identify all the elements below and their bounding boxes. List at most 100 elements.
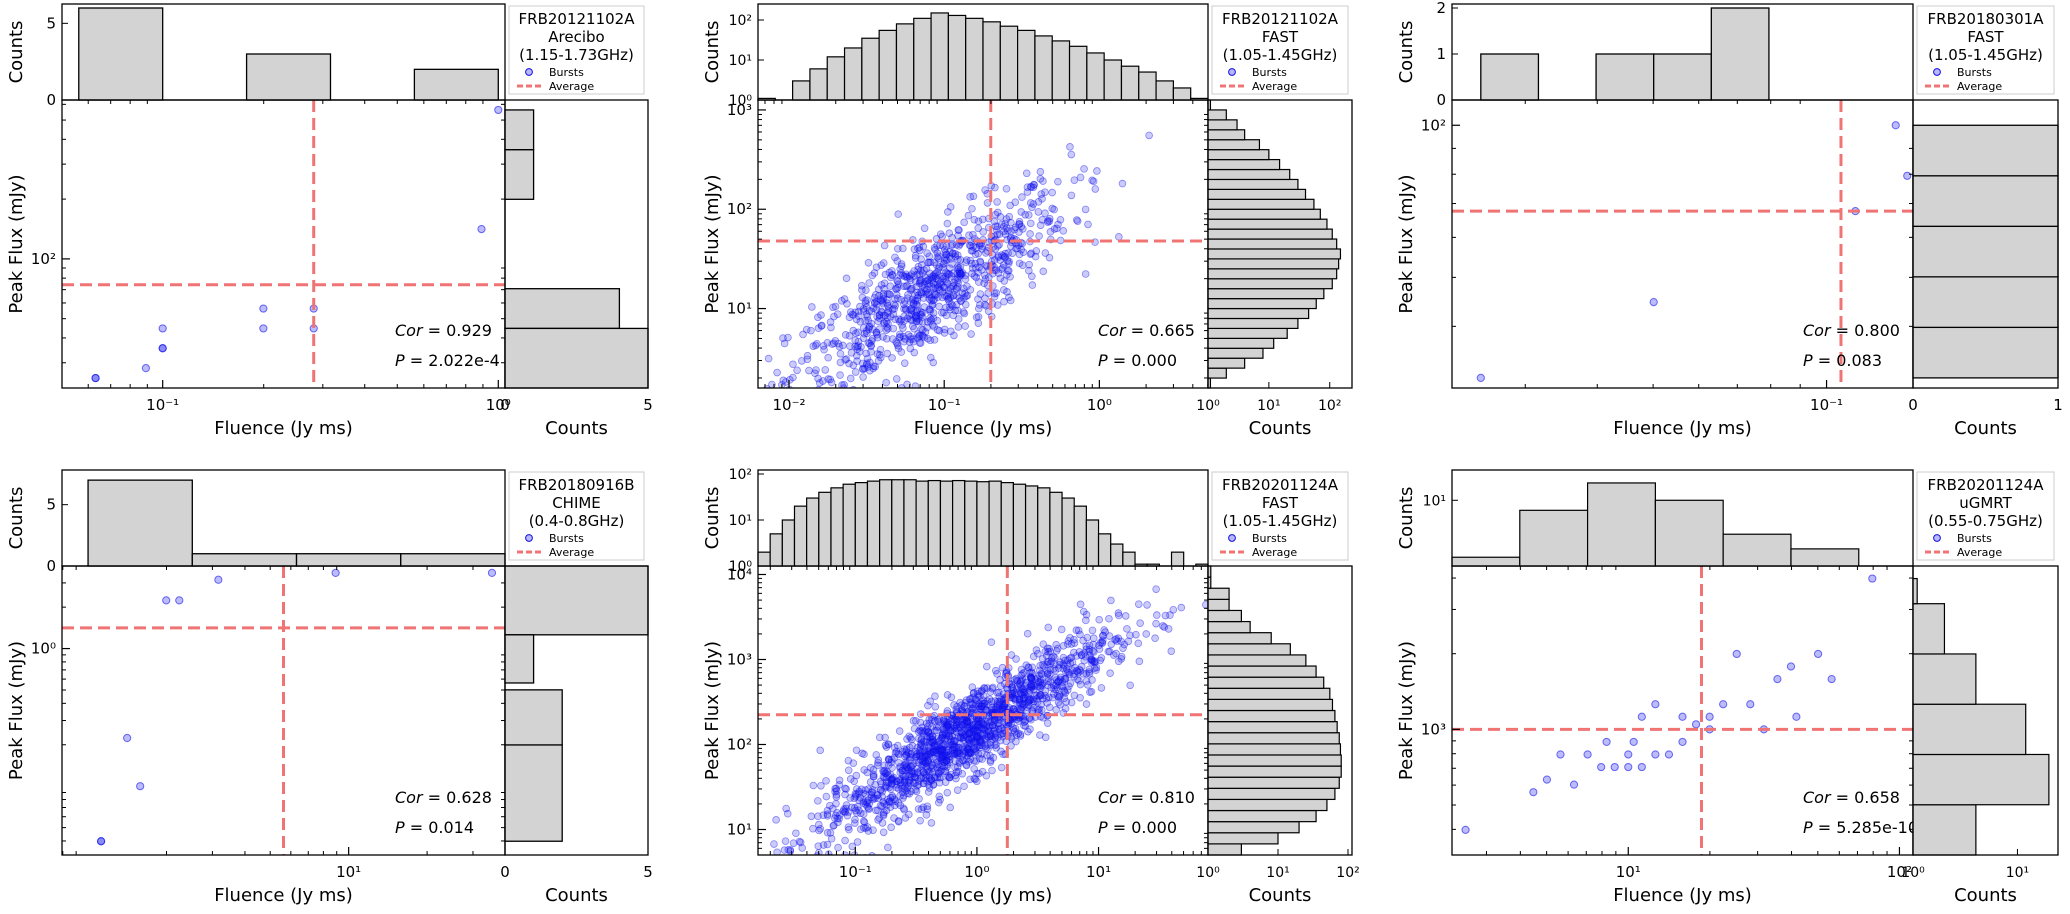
data-point bbox=[862, 327, 871, 335]
data-point bbox=[1070, 176, 1079, 184]
data-point bbox=[947, 272, 956, 280]
data-point bbox=[875, 314, 884, 323]
legend-bursts-label: Bursts bbox=[1252, 532, 1287, 545]
histogram-bar bbox=[1017, 29, 1036, 101]
data-point bbox=[942, 277, 951, 286]
data-point bbox=[956, 721, 964, 729]
x-tick-label: 10⁻¹ bbox=[928, 396, 961, 414]
data-point bbox=[1099, 631, 1107, 640]
data-point bbox=[956, 263, 965, 271]
data-point bbox=[914, 330, 922, 338]
data-point bbox=[917, 774, 925, 783]
data-point bbox=[939, 729, 947, 738]
data-point bbox=[805, 366, 813, 375]
data-point bbox=[888, 764, 896, 772]
data-point bbox=[983, 740, 992, 749]
data-point bbox=[1007, 218, 1015, 227]
data-point bbox=[1037, 190, 1046, 198]
data-point bbox=[934, 254, 943, 263]
data-point bbox=[907, 316, 916, 325]
data-point bbox=[942, 751, 951, 760]
data-point bbox=[1048, 204, 1057, 213]
data-point bbox=[796, 838, 805, 847]
data-point bbox=[925, 258, 933, 267]
data-point bbox=[927, 761, 936, 770]
data-point bbox=[1076, 173, 1085, 182]
data-point bbox=[1118, 179, 1127, 188]
y-axis-label: Peak Flux (mJy) bbox=[1396, 641, 1417, 780]
data-point bbox=[874, 806, 882, 815]
data-point bbox=[869, 765, 878, 774]
data-point bbox=[954, 323, 963, 331]
data-point bbox=[955, 263, 963, 272]
data-point bbox=[882, 334, 891, 343]
data-point bbox=[873, 333, 882, 342]
legend-bursts-marker bbox=[525, 68, 533, 76]
data-point bbox=[930, 290, 939, 298]
histogram-bar bbox=[1207, 268, 1338, 280]
data-point bbox=[1098, 639, 1107, 648]
data-point bbox=[1032, 247, 1041, 255]
data-point bbox=[1015, 680, 1024, 688]
data-point bbox=[934, 734, 943, 743]
data-point bbox=[1096, 656, 1104, 665]
data-point bbox=[920, 303, 929, 311]
data-point bbox=[858, 293, 867, 302]
histogram-bar bbox=[879, 479, 893, 567]
x-axis-label: Fluence (Jy ms) bbox=[214, 418, 353, 439]
y-axis-label: Peak Flux (mJy) bbox=[6, 174, 27, 313]
histogram-bar bbox=[1207, 158, 1281, 171]
histogram-bar bbox=[1207, 776, 1340, 789]
data-point bbox=[970, 272, 979, 280]
data-point bbox=[773, 848, 781, 855]
data-point bbox=[966, 775, 974, 784]
data-point bbox=[877, 296, 886, 305]
data-point bbox=[819, 342, 828, 350]
data-point bbox=[907, 270, 916, 278]
data-point bbox=[977, 687, 986, 696]
data-point bbox=[1085, 668, 1093, 676]
data-point bbox=[931, 274, 940, 283]
data-point bbox=[954, 255, 962, 264]
data-point bbox=[966, 193, 974, 201]
data-point bbox=[1027, 715, 1035, 724]
data-point bbox=[850, 804, 859, 812]
data-point bbox=[865, 366, 874, 375]
data-point bbox=[893, 777, 901, 785]
data-point bbox=[1004, 266, 1012, 275]
legend-average-label: Average bbox=[1957, 80, 2002, 93]
data-point bbox=[919, 332, 927, 341]
data-point bbox=[863, 768, 872, 777]
data-point bbox=[967, 734, 976, 743]
data-point bbox=[1649, 298, 1658, 307]
data-point bbox=[811, 369, 819, 378]
data-point bbox=[921, 738, 929, 746]
data-point bbox=[929, 309, 938, 317]
data-point bbox=[921, 273, 930, 282]
data-point bbox=[1022, 169, 1031, 178]
data-point bbox=[957, 271, 965, 279]
data-point bbox=[1019, 695, 1028, 703]
data-point bbox=[918, 269, 927, 277]
data-point bbox=[1043, 660, 1052, 669]
data-point bbox=[983, 199, 992, 207]
y-tick-label: 10² bbox=[1421, 116, 1446, 134]
data-point bbox=[814, 812, 822, 821]
data-point bbox=[882, 378, 890, 387]
data-point bbox=[1624, 762, 1633, 772]
data-point bbox=[927, 315, 936, 324]
data-point bbox=[993, 670, 1001, 678]
data-point bbox=[1027, 680, 1036, 688]
histogram-bar bbox=[78, 7, 164, 101]
data-point bbox=[1039, 177, 1047, 185]
cor-label: Cor bbox=[1803, 321, 1832, 340]
data-point bbox=[1056, 675, 1065, 684]
cor-label: Cor bbox=[395, 788, 424, 807]
histogram-bar bbox=[504, 689, 563, 746]
legend-bursts-label: Bursts bbox=[549, 532, 584, 545]
data-point bbox=[1082, 616, 1090, 625]
right-hist-frame bbox=[504, 99, 649, 389]
data-point bbox=[1678, 737, 1687, 747]
